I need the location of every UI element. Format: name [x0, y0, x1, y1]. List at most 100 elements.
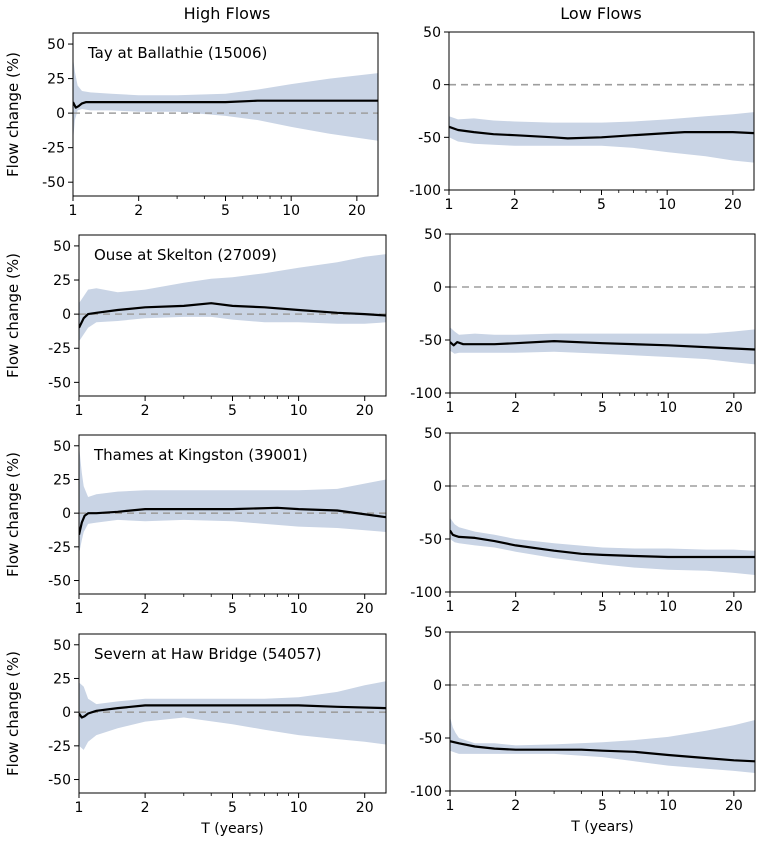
axes-frame — [449, 233, 756, 394]
column-title-low-flows: Low Flows — [560, 4, 641, 23]
station-title: Tay at Ballathie (15006) — [87, 44, 267, 62]
y-tick-label: -50 — [42, 175, 65, 191]
y-tick-label: -50 — [418, 130, 441, 146]
x-tick-label: 1 — [75, 800, 84, 816]
x-tick-label: 1 — [446, 599, 455, 615]
y-tick-label: 0 — [62, 307, 71, 323]
y-axis-label: Flow change (%) — [4, 651, 22, 776]
y-axis-label: Flow change (%) — [4, 452, 22, 577]
y-tick-label: 0 — [433, 280, 442, 296]
x-tick-label: 5 — [228, 403, 237, 419]
uncertainty-band — [450, 517, 755, 575]
x-tick-label: 10 — [290, 800, 308, 816]
y-tick-label: -100 — [410, 585, 442, 601]
y-tick-label: 0 — [62, 506, 71, 522]
x-tick-label: 1 — [446, 798, 455, 814]
x-tick-label: 5 — [598, 798, 607, 814]
x-tick-label: 10 — [290, 403, 308, 419]
x-tick-label: 5 — [228, 800, 237, 816]
x-tick-label: 20 — [356, 403, 374, 419]
y-tick-label: -25 — [42, 141, 65, 157]
station-title: Ouse at Skelton (27009) — [94, 246, 277, 264]
x-tick-label: 5 — [221, 203, 230, 219]
x-tick-label: 2 — [134, 203, 143, 219]
panel-lf-thames: 1 2 5 10 20 -100 -50 0 50 — [410, 426, 756, 615]
x-tick-label: 1 — [445, 197, 454, 213]
y-tick-label: -25 — [48, 540, 71, 556]
y-axis-label: Flow change (%) — [4, 253, 22, 378]
y-tick-label: -50 — [419, 731, 442, 747]
column-title-high-flows: High Flows — [184, 4, 271, 23]
y-tick-label: 50 — [424, 426, 442, 442]
uncertainty-band — [79, 254, 386, 342]
station-title: Severn at Haw Bridge (54057) — [94, 645, 321, 663]
uncertainty-band — [79, 445, 386, 554]
y-tick-label: 0 — [433, 678, 442, 694]
y-tick-label: -25 — [48, 739, 71, 755]
plot-area — [450, 286, 755, 365]
x-tick-label: 10 — [659, 400, 677, 416]
y-tick-label: 50 — [53, 439, 71, 455]
x-tick-label: 2 — [510, 197, 519, 213]
median-line — [79, 506, 386, 535]
x-tick-label: 20 — [348, 203, 366, 219]
x-axis-label: T (years) — [200, 821, 263, 837]
x-tick-label: 2 — [141, 403, 150, 419]
x-tick-label: 1 — [75, 601, 84, 617]
y-tick-label: -100 — [410, 784, 442, 800]
x-tick-label: 2 — [511, 798, 520, 814]
x-tick-label: 2 — [141, 800, 150, 816]
y-tick-label: 0 — [432, 78, 441, 94]
x-tick-label: 10 — [282, 203, 300, 219]
x-tick-label: 10 — [659, 599, 677, 615]
y-tick-label: -50 — [419, 333, 442, 349]
plot-area — [73, 57, 378, 141]
y-tick-label: -50 — [419, 532, 442, 548]
y-tick-label: 0 — [433, 479, 442, 495]
median-line — [450, 340, 755, 351]
y-tick-label: -50 — [48, 773, 71, 789]
y-tick-label: 50 — [53, 638, 71, 654]
x-tick-label: 2 — [511, 599, 520, 615]
station-title: Thames at Kingston (39001) — [93, 446, 308, 464]
median-line — [449, 125, 754, 140]
y-tick-label: -100 — [410, 386, 442, 402]
y-tick-label: 50 — [424, 227, 442, 243]
uncertainty-band — [79, 681, 386, 750]
median-line — [79, 302, 386, 329]
x-axis-label: T (years) — [570, 819, 633, 835]
plot-area — [449, 83, 754, 163]
plot-area — [79, 445, 386, 554]
y-tick-label: 50 — [53, 239, 71, 255]
x-tick-label: 2 — [141, 601, 150, 617]
x-tick-label: 10 — [659, 798, 677, 814]
plot-area — [450, 485, 755, 575]
x-tick-label: 5 — [598, 400, 607, 416]
uncertainty-band — [450, 327, 755, 365]
x-tick-label: 20 — [356, 800, 374, 816]
y-tick-label: 50 — [47, 37, 65, 53]
y-tick-label: -50 — [48, 375, 71, 391]
median-line — [450, 529, 755, 559]
y-tick-label: 0 — [62, 705, 71, 721]
y-axis-label: Flow change (%) — [4, 52, 22, 177]
median-line — [73, 99, 378, 109]
x-tick-label: 20 — [724, 197, 742, 213]
y-tick-label: -100 — [409, 183, 441, 199]
x-tick-label: 10 — [658, 197, 676, 213]
y-tick-label: 25 — [53, 671, 71, 687]
plot-area — [79, 681, 386, 750]
x-tick-label: 5 — [228, 601, 237, 617]
y-tick-label: 0 — [56, 106, 65, 122]
x-tick-label: 5 — [597, 197, 606, 213]
uncertainty-band — [73, 57, 378, 141]
y-tick-label: 50 — [423, 25, 441, 41]
x-tick-label: 1 — [75, 403, 84, 419]
plot-area — [79, 254, 386, 342]
y-tick-label: 50 — [424, 625, 442, 641]
